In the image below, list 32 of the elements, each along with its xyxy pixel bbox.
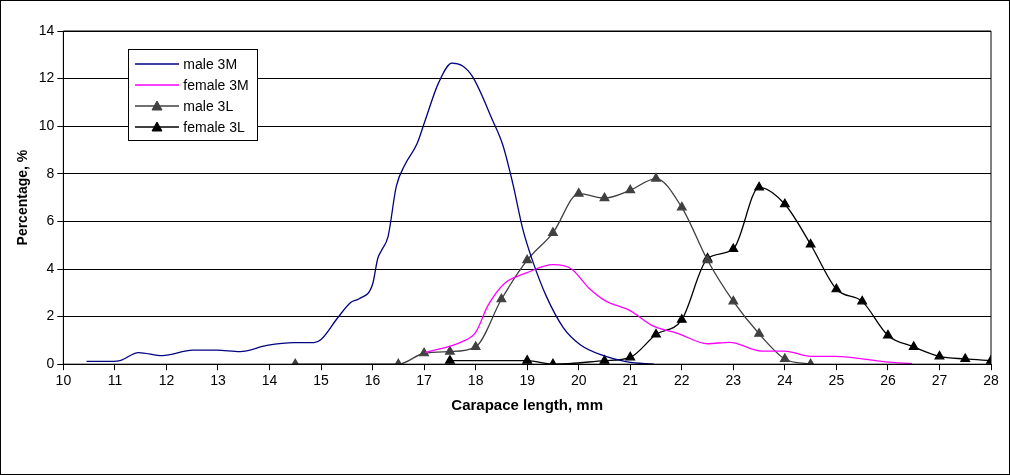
- x-tick-label: 12: [158, 372, 175, 389]
- y-tick-label: 8: [46, 164, 55, 181]
- x-tick-label: 14: [261, 372, 278, 389]
- x-tick-label: 22: [674, 372, 690, 389]
- x-tick-label: 24: [777, 372, 793, 389]
- y-tick-label: 4: [46, 259, 55, 276]
- legend-label: male 3L: [183, 97, 234, 114]
- y-tick-label: 12: [38, 69, 55, 86]
- x-tick-label: 15: [313, 372, 330, 389]
- x-tick-label: 26: [880, 372, 896, 389]
- x-tick-label: 18: [467, 372, 484, 389]
- x-tick-label: 21: [622, 372, 639, 389]
- y-tick-label: 14: [38, 21, 55, 38]
- y-tick-label: 0: [46, 355, 55, 372]
- x-tick-label: 28: [983, 372, 999, 389]
- x-tick-label: 11: [107, 372, 123, 389]
- legend-label: female 3M: [183, 76, 249, 93]
- x-tick-label: 20: [570, 372, 587, 389]
- legend-label: male 3M: [183, 55, 238, 72]
- x-axis-title: Carapace length, mm: [451, 396, 604, 414]
- y-tick-label: 6: [46, 212, 55, 229]
- x-tick-label: 27: [931, 372, 948, 389]
- x-tick-label: 13: [210, 372, 226, 389]
- x-tick-label: 25: [828, 372, 845, 389]
- y-axis-title: Percentage, %: [14, 149, 31, 246]
- x-tick-label: 19: [519, 372, 536, 389]
- y-tick-label: 10: [38, 117, 55, 134]
- legend-label: female 3L: [183, 118, 245, 135]
- y-tick-label: 2: [46, 307, 55, 324]
- x-tick-label: 23: [725, 372, 742, 389]
- x-tick-label: 16: [364, 372, 381, 389]
- x-tick-label: 17: [416, 372, 433, 389]
